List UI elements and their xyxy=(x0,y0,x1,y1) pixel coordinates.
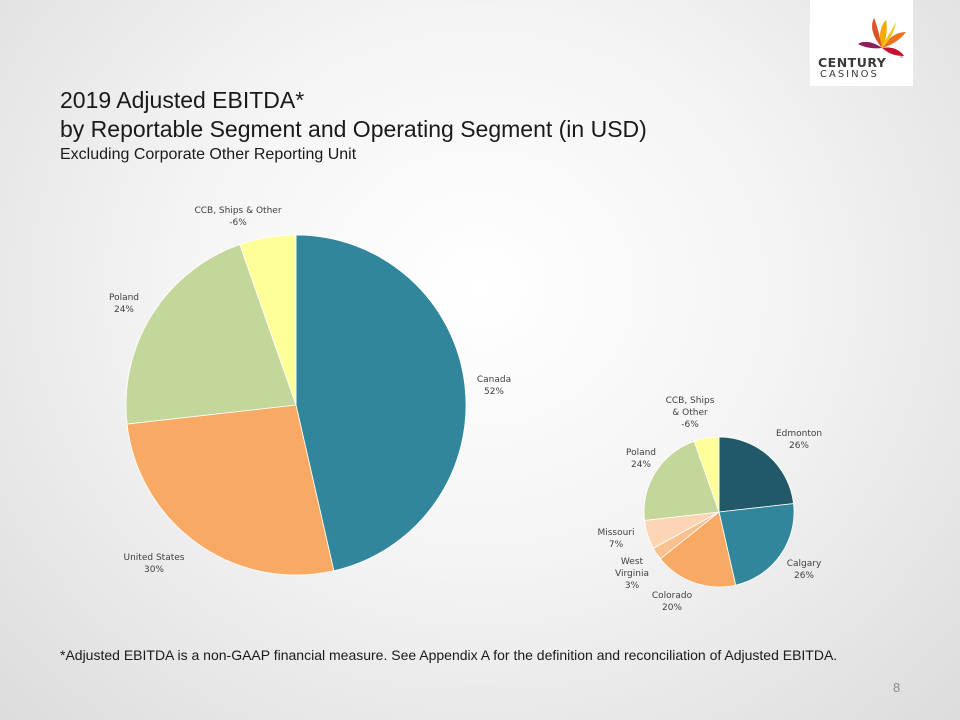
slice-label-poland: Poland 24% xyxy=(109,293,139,315)
slice-label-west-virginia: West Virginia 3% xyxy=(615,557,649,591)
pie-slice-united-states xyxy=(126,404,335,576)
logo-text-century: CENTURY xyxy=(818,55,887,70)
slide-subtitle: Excluding Corporate Other Reporting Unit xyxy=(60,146,357,163)
title-block: 2019 Adjusted EBITDA* by Reportable Segm… xyxy=(60,86,900,165)
slice-label-colorado: Colorado 20% xyxy=(652,591,693,613)
slice-label-canada: Canada 52% xyxy=(477,375,511,397)
pie-chart-1: Canada 52% United States 30% Poland 24% CCB, S… xyxy=(109,206,511,576)
slice-label-missouri: Missouri 7% xyxy=(597,528,634,550)
slide-title-line-2: by Reportable Segment and Operating Segm… xyxy=(60,116,647,142)
slice-label-calgary: Calgary 26% xyxy=(787,559,822,581)
logo-trademark: ™ xyxy=(899,56,904,62)
page-number: 8 xyxy=(893,680,901,695)
footnote: *Adjusted EBITDA is a non-GAAP financial… xyxy=(60,647,838,663)
slice-label-poland: Poland 24% xyxy=(626,448,656,470)
pie-slice-calgary xyxy=(718,503,795,586)
slice-label-ccb-ships-other: CCB, Ships & Other -6% xyxy=(194,206,281,228)
slice-label-edmonton: Edmonton 26% xyxy=(776,429,822,451)
logo-text-casinos: CASINOS xyxy=(820,69,879,80)
slide-title-line-1: 2019 Adjusted EBITDA* xyxy=(60,87,305,113)
pie-slice-ccb-ships-other xyxy=(693,436,720,513)
pie-slice-poland xyxy=(125,244,297,425)
slice-label-united-states: United States 30% xyxy=(124,553,185,575)
pie-slice-edmonton xyxy=(718,436,794,513)
pie-slice-poland xyxy=(643,440,720,521)
company-logo: CENTURY ™ CASINOS xyxy=(810,0,913,86)
pie-slice-colorado xyxy=(659,511,737,588)
flower-logo-icon: CENTURY ™ CASINOS xyxy=(818,18,906,80)
slice-label-ccb-ships-other: CCB, Ships & Other -6% xyxy=(666,396,715,430)
pie-chart-2: Edmonton 26% Calgary 26% Colorado 20%West Virg… xyxy=(597,396,822,613)
pie-slice-ccb-ships-other xyxy=(239,234,297,406)
pie-slice-canada xyxy=(295,234,467,572)
